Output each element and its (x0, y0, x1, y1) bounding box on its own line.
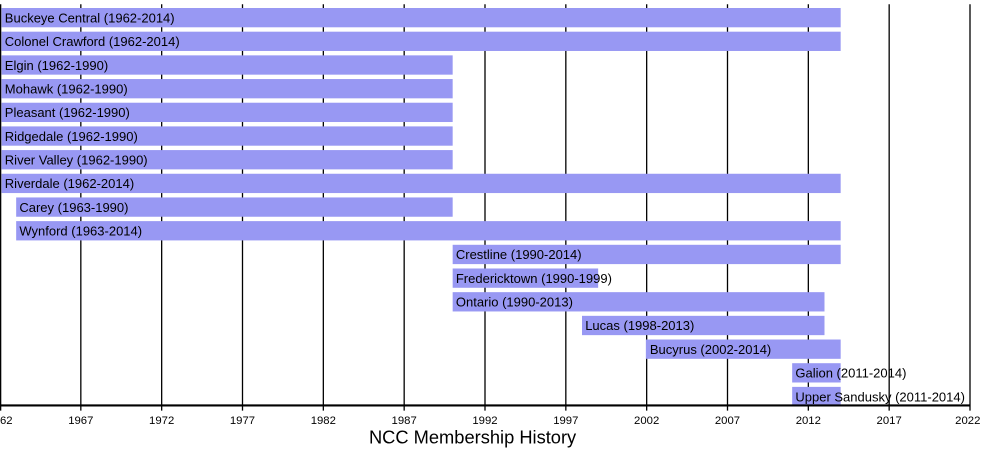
svg-text:Buckeye Central (1962-2014): Buckeye Central (1962-2014) (5, 10, 175, 25)
svg-text:Galion (2011-2014): Galion (2011-2014) (795, 366, 906, 381)
svg-text:1987: 1987 (392, 415, 417, 427)
svg-text:2007: 2007 (715, 415, 740, 427)
svg-text:Upper Sandusky (2011-2014): Upper Sandusky (2011-2014) (795, 389, 965, 404)
svg-text:1982: 1982 (311, 415, 336, 427)
svg-text:Lucas (1998-2013): Lucas (1998-2013) (585, 318, 694, 333)
svg-text:Pleasant (1962-1990): Pleasant (1962-1990) (5, 105, 130, 120)
svg-text:Colonel Crawford (1962-2014): Colonel Crawford (1962-2014) (5, 34, 180, 49)
svg-text:1972: 1972 (149, 415, 174, 427)
svg-text:Riverdale (1962-2014): Riverdale (1962-2014) (5, 176, 134, 191)
svg-text:River Valley (1962-1990): River Valley (1962-1990) (5, 152, 148, 167)
svg-text:Bucyrus (2002-2014): Bucyrus (2002-2014) (650, 342, 771, 357)
svg-text:Crestline (1990-2014): Crestline (1990-2014) (456, 247, 582, 262)
svg-text:Wynford (1963-2014): Wynford (1963-2014) (19, 224, 142, 239)
svg-text:1962: 1962 (0, 415, 13, 427)
svg-text:2017: 2017 (877, 415, 902, 427)
svg-text:Carey (1963-1990): Carey (1963-1990) (19, 200, 128, 215)
svg-text:1967: 1967 (68, 415, 93, 427)
svg-text:1992: 1992 (472, 415, 497, 427)
svg-text:Fredericktown (1990-1999): Fredericktown (1990-1999) (456, 271, 612, 286)
svg-text:1997: 1997 (553, 415, 578, 427)
svg-text:2012: 2012 (796, 415, 821, 427)
svg-text:Ontario (1990-2013): Ontario (1990-2013) (456, 295, 573, 310)
svg-text:Ridgedale (1962-1990): Ridgedale (1962-1990) (5, 129, 138, 144)
svg-text:2002: 2002 (634, 415, 659, 427)
svg-text:Mohawk (1962-1990): Mohawk (1962-1990) (5, 81, 128, 96)
svg-text:Elgin (1962-1990): Elgin (1962-1990) (5, 58, 108, 73)
svg-text:1977: 1977 (230, 415, 255, 427)
svg-text:2022: 2022 (955, 415, 980, 427)
svg-text:NCC Membership History: NCC Membership History (369, 426, 577, 447)
